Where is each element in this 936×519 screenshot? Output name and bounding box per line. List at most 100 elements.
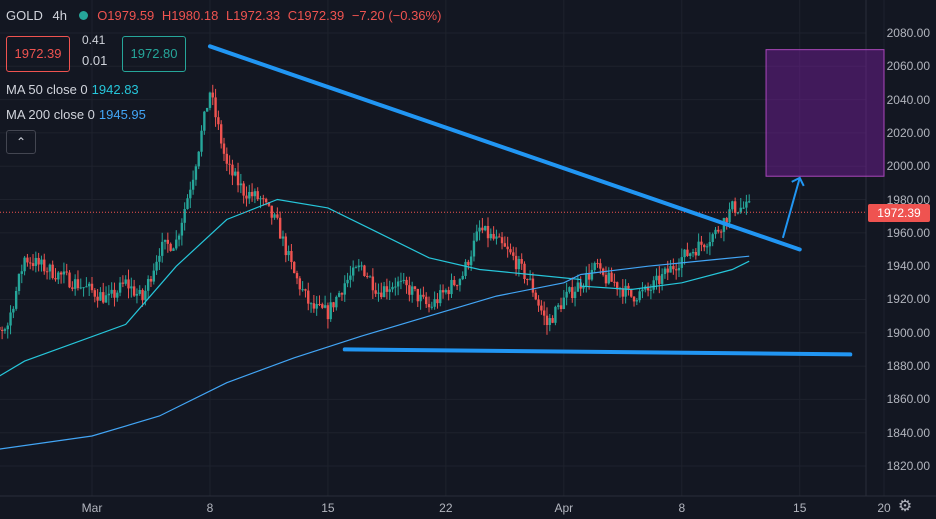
candle-down bbox=[436, 299, 439, 304]
candle-down bbox=[542, 310, 546, 316]
candle-up bbox=[349, 275, 352, 280]
spread-bottom: 0.01 bbox=[82, 53, 108, 68]
candle-up bbox=[234, 171, 237, 176]
candle-up bbox=[180, 222, 184, 236]
candle-down bbox=[90, 283, 94, 291]
candle-down bbox=[408, 285, 411, 295]
candle-down bbox=[264, 198, 268, 203]
candle-up bbox=[593, 263, 596, 270]
candle-up bbox=[104, 295, 108, 303]
time-tick-label: 15 bbox=[793, 501, 807, 515]
candle-up bbox=[439, 290, 442, 304]
candle-up bbox=[12, 308, 15, 313]
price-tick-label: 1820.00 bbox=[886, 459, 930, 473]
candle-up bbox=[691, 252, 695, 254]
candle-up bbox=[138, 290, 141, 294]
candle-up bbox=[576, 282, 580, 292]
candle-up bbox=[388, 289, 391, 292]
candle-up bbox=[346, 279, 349, 284]
candle-up bbox=[99, 292, 102, 301]
candle-down bbox=[96, 296, 99, 301]
candle-down bbox=[236, 171, 240, 186]
candle-up bbox=[728, 209, 731, 223]
upper-trendline[interactable] bbox=[207, 44, 802, 252]
candle-down bbox=[503, 243, 507, 247]
chevron-up-icon[interactable]: ⌃ bbox=[6, 130, 36, 154]
candle-down bbox=[43, 259, 46, 272]
candle-down bbox=[217, 117, 220, 125]
candle-down bbox=[500, 237, 504, 244]
candle-up bbox=[472, 240, 476, 257]
candle-up bbox=[315, 303, 318, 309]
candle-down bbox=[366, 275, 369, 277]
ohlc-close: C1972.39 bbox=[287, 8, 345, 23]
candle-up bbox=[158, 255, 161, 262]
candle-up bbox=[649, 289, 653, 291]
candle-up bbox=[172, 248, 175, 251]
sell-button[interactable]: 1972.39 bbox=[6, 36, 70, 72]
candle-down bbox=[29, 262, 32, 264]
candle-up bbox=[562, 297, 566, 310]
ma-200-legend[interactable]: MA 200 close 0 1945.95 bbox=[6, 107, 146, 122]
candle-up bbox=[14, 291, 18, 309]
price-tick-label: 1920.00 bbox=[886, 292, 930, 307]
candle-up bbox=[40, 259, 43, 265]
candle-down bbox=[604, 274, 608, 284]
candle-up bbox=[3, 329, 7, 331]
candle-down bbox=[214, 97, 217, 118]
candle-down bbox=[298, 278, 302, 290]
candle-up bbox=[394, 286, 397, 288]
candle-down bbox=[587, 273, 591, 280]
candle-up bbox=[548, 318, 551, 326]
candle-up bbox=[638, 291, 641, 301]
candle-down bbox=[321, 304, 324, 308]
candle-down bbox=[481, 227, 484, 231]
candle-down bbox=[610, 272, 613, 282]
lower-trendline[interactable] bbox=[342, 347, 853, 357]
candle-down bbox=[228, 163, 231, 165]
candle-up bbox=[565, 291, 568, 298]
candle-down bbox=[284, 236, 287, 256]
candle-down bbox=[703, 244, 706, 248]
candle-up bbox=[573, 291, 577, 299]
candle-up bbox=[118, 282, 122, 293]
time-tick-label: 15 bbox=[321, 501, 335, 515]
candle-down bbox=[551, 318, 554, 323]
target-box[interactable] bbox=[765, 49, 885, 177]
candle-up bbox=[155, 261, 158, 271]
candle-down bbox=[231, 164, 234, 176]
candle-down bbox=[65, 271, 68, 273]
candle-down bbox=[427, 304, 431, 308]
candle-up bbox=[396, 281, 400, 287]
timeframe-label[interactable]: 4h bbox=[52, 8, 67, 23]
candle-up bbox=[301, 289, 304, 291]
ohlc-open: O1979.59 bbox=[97, 8, 155, 23]
buy-button[interactable]: 1972.80 bbox=[122, 36, 186, 72]
ma-200-label: MA 200 close 0 bbox=[6, 107, 95, 122]
spread-top: 0.41 bbox=[82, 33, 106, 47]
candle-down bbox=[250, 191, 254, 197]
symbol-label[interactable]: GOLD bbox=[6, 8, 43, 23]
ohlc-change: −7.20 (−0.36%) bbox=[351, 8, 442, 23]
candle-up bbox=[62, 271, 66, 275]
candle-down bbox=[340, 293, 344, 295]
gear-icon[interactable]: ⚙ bbox=[897, 498, 913, 515]
candle-up bbox=[335, 296, 338, 308]
candle-down bbox=[132, 286, 136, 296]
candle-down bbox=[453, 279, 456, 286]
candle-up bbox=[357, 265, 361, 268]
price-tick-label: 1900.00 bbox=[886, 325, 930, 340]
breakout-arrow[interactable] bbox=[781, 176, 805, 239]
candle-up bbox=[175, 239, 178, 249]
candle-up bbox=[669, 266, 672, 273]
candle-down bbox=[571, 287, 574, 299]
ma-50-legend[interactable]: MA 50 close 0 1942.83 bbox=[6, 82, 139, 97]
candle-down bbox=[149, 278, 153, 282]
candle-up bbox=[377, 292, 380, 294]
candle-up bbox=[739, 207, 742, 213]
candle-down bbox=[51, 264, 54, 279]
candle-up bbox=[495, 236, 498, 239]
candle-down bbox=[59, 272, 63, 275]
candle-down bbox=[222, 143, 226, 154]
